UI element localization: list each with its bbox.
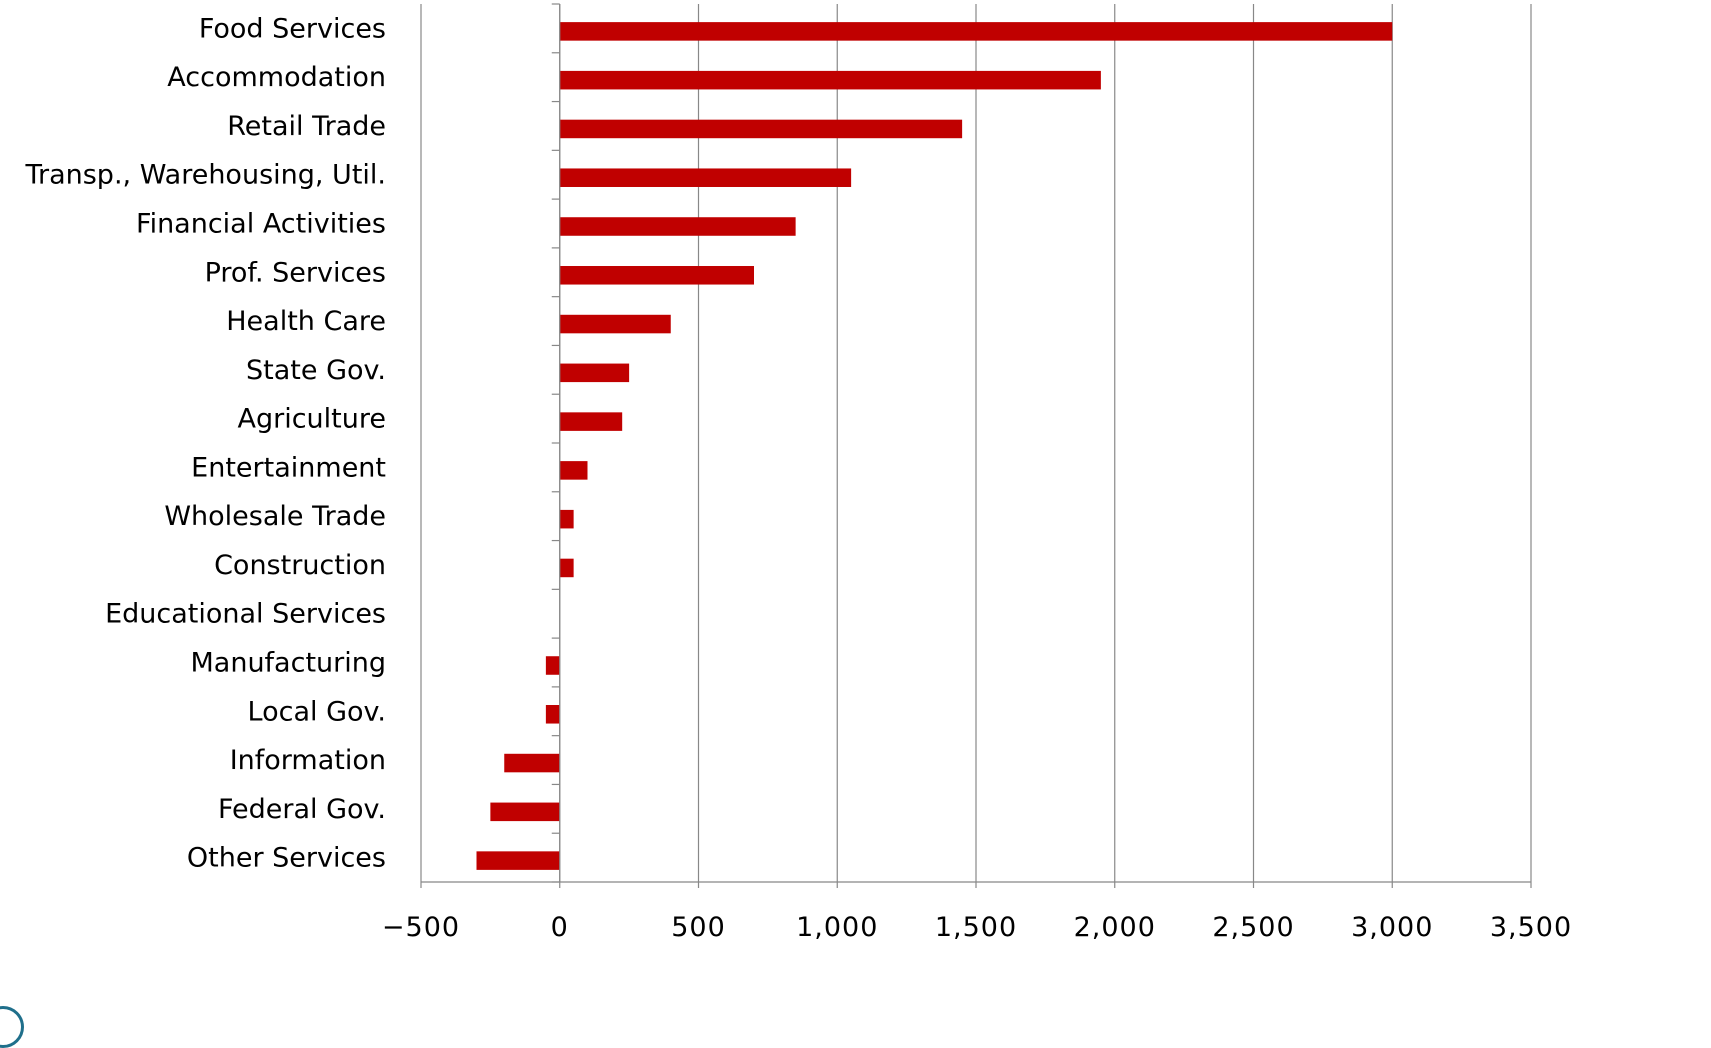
bar (559, 266, 754, 285)
x-tick-label: 1,500 (935, 912, 1017, 943)
bar (559, 558, 574, 578)
bar (559, 217, 796, 236)
bar (559, 314, 671, 334)
category-label: Food Services (199, 13, 386, 44)
bar (545, 705, 560, 724)
category-label: Financial Activities (136, 209, 386, 240)
bar (559, 461, 588, 480)
bar (559, 509, 574, 529)
category-label: Transp., Warehousing, Util. (24, 160, 386, 191)
category-label: Manufacturing (190, 648, 386, 679)
bar (545, 656, 560, 675)
category-label: Federal Gov. (218, 794, 386, 825)
x-tick-label: 2,500 (1212, 912, 1294, 943)
category-label: Other Services (187, 843, 386, 874)
bar (504, 753, 560, 773)
x-tick-label: 0 (551, 912, 569, 943)
x-tick-label: 1,000 (796, 912, 878, 943)
category-label: Local Gov. (248, 696, 386, 727)
x-tick-label: 3,000 (1351, 912, 1433, 943)
bar (476, 851, 560, 870)
bar (559, 119, 963, 139)
x-tick-label: 2,000 (1074, 912, 1156, 943)
labels-layer: −500 0 500 1,000 1,500 2,000 2,500 3,000 3,500 Fo… (24, 13, 1572, 943)
bar (559, 168, 852, 187)
category-label: Entertainment (191, 452, 386, 483)
x-tick-label: 500 (671, 912, 726, 943)
category-label: Agriculture (238, 404, 387, 435)
bars-layer (476, 22, 1393, 870)
category-label: Health Care (226, 306, 386, 337)
category-label: Educational Services (105, 599, 386, 630)
bar (559, 22, 1393, 41)
x-tick-label: −500 (382, 912, 460, 943)
category-label: Retail Trade (227, 111, 386, 142)
bar (559, 70, 1101, 90)
category-label: State Gov. (246, 355, 386, 386)
category-label: Construction (214, 550, 386, 581)
bar (490, 802, 560, 822)
bar (559, 363, 630, 383)
axis-layer (421, 3, 1531, 883)
bar (559, 412, 623, 431)
x-tick-label: 3,500 (1490, 912, 1572, 943)
category-label: Information (230, 745, 386, 776)
category-label: Prof. Services (205, 257, 386, 288)
category-label: Accommodation (167, 62, 386, 93)
category-label: Wholesale Trade (164, 501, 386, 532)
